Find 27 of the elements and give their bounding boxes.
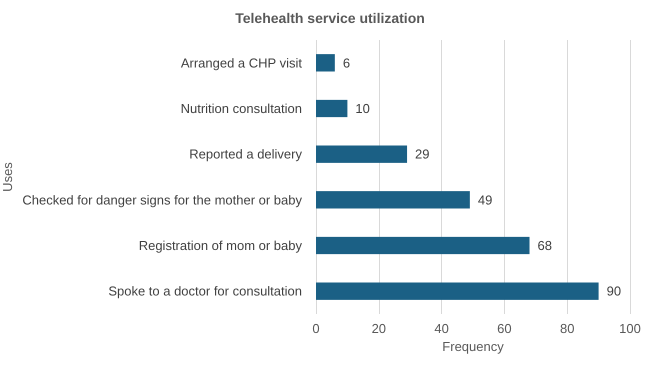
x-tick-label: 40 <box>434 321 449 336</box>
x-tick-label: 0 <box>312 321 320 336</box>
x-axis-title: Frequency <box>442 339 504 354</box>
bar <box>316 54 335 72</box>
data-label: 6 <box>342 55 350 70</box>
data-label: 49 <box>478 192 492 208</box>
y-tick-label: Registration of mom or baby <box>138 238 302 253</box>
y-tick-label: Spoke to a doctor for consultation <box>108 284 302 299</box>
bar <box>316 191 470 209</box>
x-tick-label: 20 <box>372 321 386 336</box>
bar <box>316 282 599 300</box>
data-label: 90 <box>606 284 622 299</box>
x-tick-label: 100 <box>619 321 641 336</box>
y-axis-title: Uses <box>0 162 15 192</box>
data-label: 68 <box>538 238 552 253</box>
bar <box>316 145 408 163</box>
y-tick-label: Arranged a CHP visit <box>180 55 302 70</box>
data-label: 29 <box>415 146 430 162</box>
y-tick-label: Reported a delivery <box>189 146 302 162</box>
bar <box>316 100 348 118</box>
chart-title: Telehealth service utilization <box>235 10 425 26</box>
bar <box>316 236 530 254</box>
y-tick-label: Nutrition consultation <box>180 101 302 116</box>
y-tick-label: Checked for danger signs for the mother or baby <box>22 192 302 208</box>
x-tick-label: 60 <box>497 321 512 336</box>
data-label: 10 <box>355 101 370 116</box>
x-tick-label: 80 <box>560 321 574 336</box>
